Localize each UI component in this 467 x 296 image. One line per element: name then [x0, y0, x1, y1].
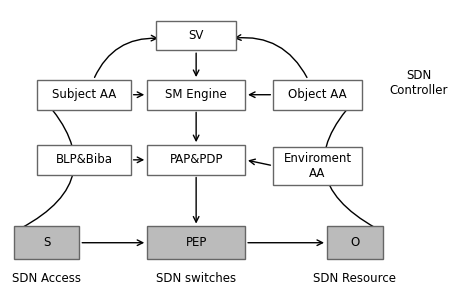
Text: PEP: PEP: [185, 236, 207, 249]
FancyBboxPatch shape: [37, 145, 131, 175]
Text: Enviroment
AA: Enviroment AA: [283, 152, 352, 180]
Text: Subject AA: Subject AA: [52, 88, 116, 101]
FancyBboxPatch shape: [147, 226, 245, 259]
Text: SV: SV: [189, 29, 204, 42]
FancyBboxPatch shape: [327, 226, 383, 259]
FancyBboxPatch shape: [37, 80, 131, 110]
Text: SM Engine: SM Engine: [165, 88, 227, 101]
FancyBboxPatch shape: [273, 147, 362, 185]
Text: SDN switches: SDN switches: [156, 272, 236, 285]
Text: SDN Resource: SDN Resource: [313, 272, 396, 285]
FancyBboxPatch shape: [273, 80, 362, 110]
Text: SDN
Controller: SDN Controller: [390, 69, 448, 97]
Text: S: S: [43, 236, 50, 249]
Text: SDN Access: SDN Access: [12, 272, 81, 285]
FancyBboxPatch shape: [14, 226, 79, 259]
Text: O: O: [350, 236, 360, 249]
FancyBboxPatch shape: [156, 21, 236, 50]
Text: Object AA: Object AA: [288, 88, 347, 101]
Text: PAP&PDP: PAP&PDP: [170, 153, 223, 166]
FancyBboxPatch shape: [147, 145, 245, 175]
Text: BLP&Biba: BLP&Biba: [56, 153, 113, 166]
FancyBboxPatch shape: [147, 80, 245, 110]
